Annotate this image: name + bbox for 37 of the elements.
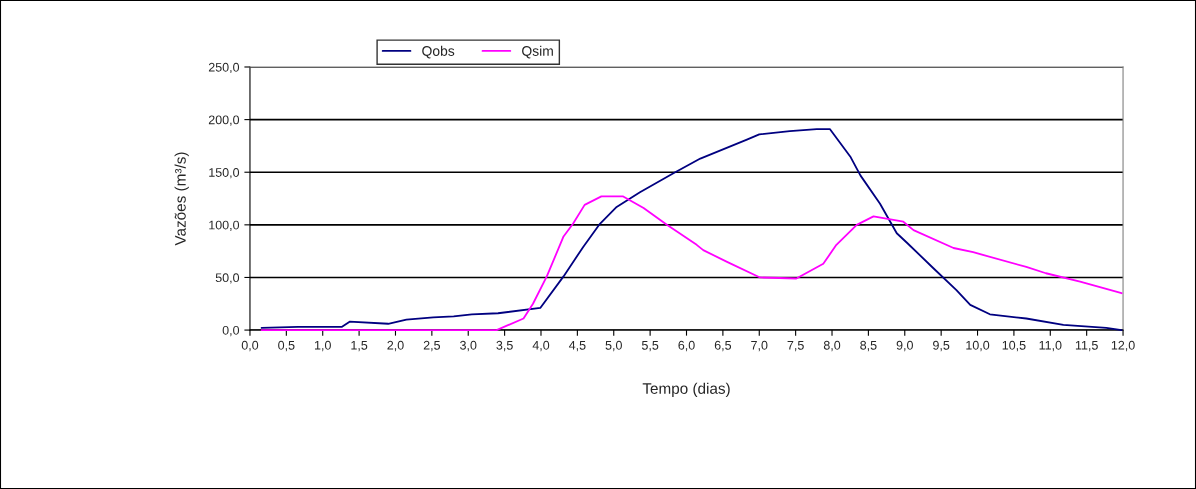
legend-label: Qsim bbox=[522, 45, 553, 59]
x-tick-label: 2,5 bbox=[423, 340, 441, 352]
x-tick-label: 5,5 bbox=[641, 340, 659, 352]
y-axis-title: Vazões (m³/s) bbox=[174, 152, 189, 246]
x-tick-label: 4,5 bbox=[568, 340, 586, 352]
line-series bbox=[260, 195, 1123, 331]
x-tick-label: 9,0 bbox=[896, 340, 913, 352]
x-tick-label: 3,0 bbox=[460, 340, 477, 352]
x-tick-label: 6,5 bbox=[714, 340, 732, 352]
x-tick-label: 11,0 bbox=[1039, 340, 1062, 352]
x-tick-label: 7,0 bbox=[751, 340, 768, 352]
line-series bbox=[260, 128, 1123, 331]
x-tick-label: 0,0 bbox=[241, 340, 259, 352]
y-tick-label: 0,0 bbox=[222, 325, 240, 337]
y-tick-label: 100,0 bbox=[209, 220, 240, 231]
x-tick-label: 10,5 bbox=[1002, 340, 1026, 352]
x-tick-label: 0,5 bbox=[278, 340, 295, 352]
x-tick-label: 4,0 bbox=[532, 340, 550, 352]
y-tick-label: 200,0 bbox=[208, 115, 240, 126]
x-tick-label: 9,5 bbox=[933, 340, 950, 352]
x-tick-label: 6,0 bbox=[678, 340, 695, 352]
x-tick-label: 1,5 bbox=[351, 340, 368, 352]
x-tick-label: 11,5 bbox=[1075, 340, 1098, 352]
y-tick-label: 150,0 bbox=[209, 168, 240, 179]
y-tick-label: 250,0 bbox=[208, 62, 240, 74]
x-tick-label: 10,0 bbox=[966, 340, 990, 352]
x-tick-label: 1,0 bbox=[314, 340, 331, 352]
x-tick-label: 8,5 bbox=[860, 340, 877, 352]
x-tick-label: 3,5 bbox=[496, 340, 513, 352]
x-tick-label: 5,0 bbox=[605, 340, 622, 352]
x-tick-label: 2,0 bbox=[387, 340, 404, 352]
x-tick-label: 12,0 bbox=[1111, 340, 1135, 352]
y-tick-label: 50,0 bbox=[215, 273, 240, 284]
x-axis-title: Tempo (dias) bbox=[642, 382, 730, 397]
x-tick-label: 8,0 bbox=[823, 340, 841, 352]
legend-label: Qobs bbox=[422, 45, 455, 59]
x-tick-label: 7,5 bbox=[787, 340, 804, 352]
